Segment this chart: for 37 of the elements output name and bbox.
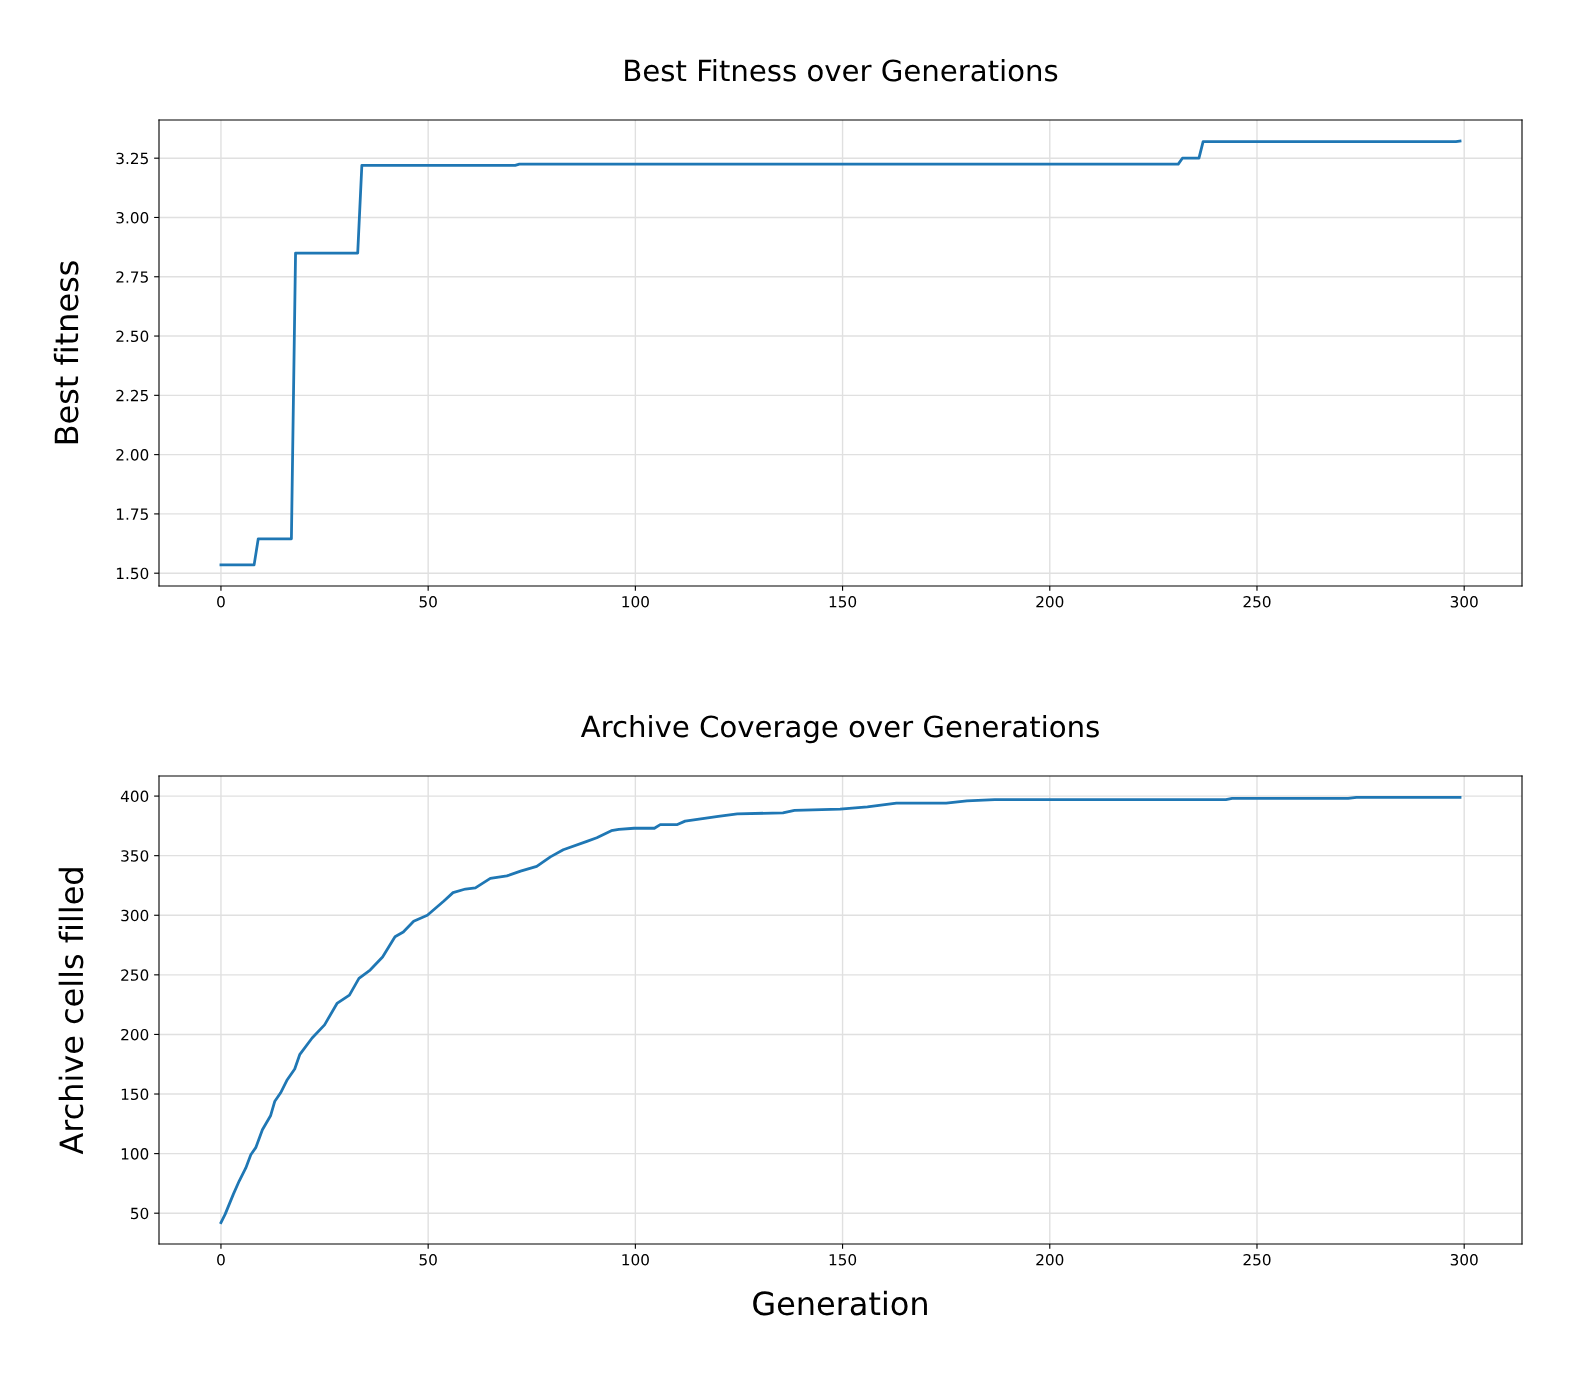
x-tick-label: 50 (419, 1253, 437, 1266)
y-tick-label: 1.50 (116, 567, 149, 580)
chart-title: Archive Coverage over Generations (580, 714, 1099, 744)
y-axis-title: Best fitness (53, 261, 79, 444)
y-tick-label: 1.75 (116, 508, 148, 520)
y-tick-label: 3.00 (116, 211, 149, 224)
y-axis-title: Archive cells filled (58, 868, 84, 1155)
y-tick-label: 3.25 (116, 152, 148, 165)
x-tick-label: 200 (1036, 595, 1064, 608)
x-tick-label: 150 (829, 1253, 857, 1266)
x-tick-label: 200 (1036, 1253, 1064, 1266)
x-tick-label: 300 (1450, 595, 1478, 608)
y-tick-label: 400 (120, 790, 149, 803)
y-tick-label: 300 (121, 909, 149, 922)
x-tick-label: 0 (217, 595, 225, 608)
y-tick-label: 250 (121, 969, 149, 981)
x-tick-label: 50 (419, 595, 437, 608)
y-tick-label: 50 (131, 1207, 149, 1220)
chart-title: Best Fitness over Generations (625, 58, 1058, 82)
x-tick-label: 0 (217, 1253, 225, 1266)
x-tick-label: 250 (1243, 1253, 1271, 1266)
x-tick-label: 250 (1243, 595, 1271, 608)
y-tick-label: 100 (121, 1148, 149, 1160)
y-tick-label: 200 (121, 1028, 149, 1041)
x-tick-label: 100 (622, 1253, 649, 1266)
line-series (219, 795, 1462, 1225)
line-series (219, 139, 1462, 567)
y-tick-label: 2.25 (116, 389, 148, 402)
y-tick-label: 2.50 (116, 330, 149, 343)
y-tick-label: 2.00 (116, 449, 149, 461)
x-tick-label: 300 (1450, 1253, 1478, 1266)
y-tick-label: 150 (121, 1088, 149, 1101)
y-tick-label: 2.75 (116, 271, 148, 283)
x-tick-label: 150 (829, 595, 857, 608)
x-axis-title: Generation (753, 1290, 927, 1316)
y-tick-label: 350 (121, 850, 149, 862)
x-tick-label: 100 (622, 595, 649, 608)
